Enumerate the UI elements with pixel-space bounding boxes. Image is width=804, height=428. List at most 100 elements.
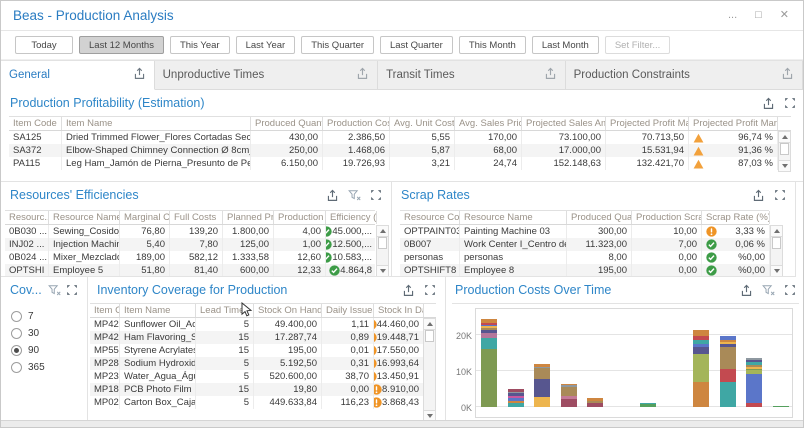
scroll-down-icon[interactable] [377, 265, 388, 276]
bar-segment[interactable] [720, 382, 736, 407]
filter-button-last-12-months[interactable]: Last 12 Months [79, 36, 164, 54]
stacked-bar[interactable] [693, 330, 709, 407]
tab-general[interactable]: General [1, 61, 155, 90]
bar-segment[interactable] [720, 369, 736, 382]
column-header[interactable]: Marginal Costs [120, 211, 170, 224]
column-header[interactable]: Resource Code [400, 211, 460, 224]
stacked-bar[interactable] [640, 403, 656, 407]
column-header[interactable]: Resource Name [460, 211, 567, 224]
column-header[interactable]: Resourc... [5, 211, 49, 224]
coverage-radio-365[interactable]: 365 [11, 359, 87, 376]
bar-segment[interactable] [720, 347, 736, 370]
column-header[interactable]: Item Co... [90, 304, 120, 317]
stacked-bar[interactable] [561, 384, 577, 407]
bar-segment[interactable] [693, 354, 709, 381]
export-icon[interactable] [740, 284, 753, 297]
window-maximize-icon[interactable]: □ [755, 10, 762, 21]
column-header[interactable]: Daily Issues [322, 304, 374, 317]
bar-segment[interactable] [561, 399, 577, 407]
column-header[interactable]: Full Costs [170, 211, 223, 224]
filter-button-this-year[interactable]: This Year [170, 36, 230, 54]
bar-segment[interactable] [534, 379, 550, 397]
window-menu-icon[interactable]: ... [728, 10, 737, 21]
scroll-up-icon[interactable] [779, 132, 790, 143]
maximize-panel-icon[interactable] [424, 284, 436, 296]
table-row[interactable]: MP423Sunflower Oil_Aceite de Gir...549.4… [90, 318, 436, 331]
table-row[interactable]: MP231Water_Agua_Água5520.600,0038,7013.4… [90, 370, 436, 383]
export-icon[interactable] [326, 189, 339, 202]
scrollbar-thumb[interactable] [780, 143, 789, 155]
column-header[interactable]: Production Scraps [632, 211, 702, 224]
column-header[interactable]: Stock On Hand [254, 304, 322, 317]
coverage-radio-7[interactable]: 7 [11, 308, 87, 325]
bar-segment[interactable] [587, 403, 603, 407]
filter-button-last-year[interactable]: Last Year [236, 36, 296, 54]
scroll-down-icon[interactable] [779, 160, 790, 171]
table-row[interactable]: MP286Sodium Hydroxide_Hidróxid...55.192,… [90, 357, 436, 370]
coverage-radio-90[interactable]: 90 [11, 342, 87, 359]
scroll-up-icon[interactable] [771, 226, 782, 237]
filter-button-this-month[interactable]: This Month [459, 36, 526, 54]
column-header[interactable]: Produced Quantity [251, 117, 323, 130]
maximize-panel-icon[interactable] [774, 189, 786, 201]
table-row[interactable]: MP022Carton Box_Caja de Cartó...5449.633… [90, 396, 436, 409]
export-icon[interactable] [781, 67, 794, 83]
vertical-scrollbar[interactable] [376, 225, 389, 277]
column-header[interactable]: Produced Quantity [567, 211, 632, 224]
coverage-radio-30[interactable]: 30 [11, 325, 87, 342]
bar-segment[interactable] [534, 397, 550, 407]
window-close-icon[interactable]: ✕ [780, 10, 789, 21]
scrollbar-thumb[interactable] [378, 237, 387, 249]
clear-filter-icon[interactable] [762, 284, 775, 296]
bar-segment[interactable] [746, 374, 762, 402]
bar-segment[interactable] [640, 404, 656, 407]
export-icon[interactable] [762, 97, 775, 110]
table-row[interactable]: OPTSHIFT8Employee 8195,000,00%0,00 [400, 264, 769, 277]
bar-segment[interactable] [481, 338, 497, 348]
column-header[interactable]: Item Name [62, 117, 251, 130]
vertical-scrollbar[interactable] [423, 318, 436, 422]
column-header[interactable]: Resource Name [49, 211, 120, 224]
export-icon[interactable] [752, 189, 765, 202]
table-row[interactable]: SA125Dried Trimmed Flower_Flores Cortada… [9, 131, 791, 144]
bar-segment[interactable] [481, 349, 497, 407]
tab-unproductive-times[interactable]: Unproductive Times [155, 61, 378, 90]
stacked-bar[interactable] [534, 364, 550, 407]
bar-segment[interactable] [508, 403, 524, 407]
scroll-up-icon[interactable] [424, 319, 435, 330]
clear-filter-icon[interactable] [48, 284, 61, 296]
export-icon[interactable] [544, 67, 557, 83]
column-header[interactable]: Projected Sales Amount [522, 117, 606, 130]
table-row[interactable]: OPTSHIEmployee 551,8081,40600,0012,334.8… [5, 264, 375, 277]
table-row[interactable]: INJ02 ...Injection Machine 25,407,80125,… [5, 238, 375, 251]
table-row[interactable]: PA115Leg Ham_Jamón de Pierna_Presunto de… [9, 157, 791, 170]
maximize-panel-icon[interactable] [370, 189, 382, 201]
stacked-bar[interactable] [720, 336, 736, 407]
scroll-down-icon[interactable] [771, 265, 782, 276]
bar-segment[interactable] [561, 387, 577, 396]
filter-button-last-quarter[interactable]: Last Quarter [380, 36, 453, 54]
bar-segment[interactable] [534, 368, 550, 378]
column-header[interactable]: Production Costs [323, 117, 390, 130]
stacked-bar[interactable] [508, 389, 524, 407]
column-header[interactable]: Avg. Sales Price [455, 117, 522, 130]
column-header[interactable]: Planned Pro... [223, 211, 274, 224]
scrollbar-thumb[interactable] [772, 237, 781, 249]
table-row[interactable]: MP426Ham Flavoring_Saborizante...1517.28… [90, 331, 436, 344]
maximize-panel-icon[interactable] [784, 97, 796, 109]
table-row[interactable]: SA372Elbow-Shaped Chimney Connection Ø 8… [9, 144, 791, 157]
filter-button-set-filter[interactable]: Set Filter... [605, 36, 670, 54]
clear-filter-icon[interactable] [348, 189, 361, 201]
stacked-bar[interactable] [481, 319, 497, 407]
column-header[interactable]: Efficiency (%) [326, 211, 377, 224]
stacked-bar[interactable] [773, 406, 789, 407]
filter-button-last-month[interactable]: Last Month [532, 36, 599, 54]
tab-production-constraints[interactable]: Production Constraints [566, 61, 803, 90]
table-row[interactable]: OPTPAINT03 ...Painting Machine 03300,001… [400, 225, 769, 238]
column-header[interactable]: Production Ti... [274, 211, 326, 224]
column-header[interactable]: Projected Profit Margin (%) [689, 117, 778, 130]
bar-segment[interactable] [693, 382, 709, 407]
bar-segment[interactable] [773, 406, 789, 407]
table-row[interactable]: MP554Styrene Acrylates Copolym...15195,0… [90, 344, 436, 357]
column-header[interactable]: Scrap Rate (%) [702, 211, 770, 224]
